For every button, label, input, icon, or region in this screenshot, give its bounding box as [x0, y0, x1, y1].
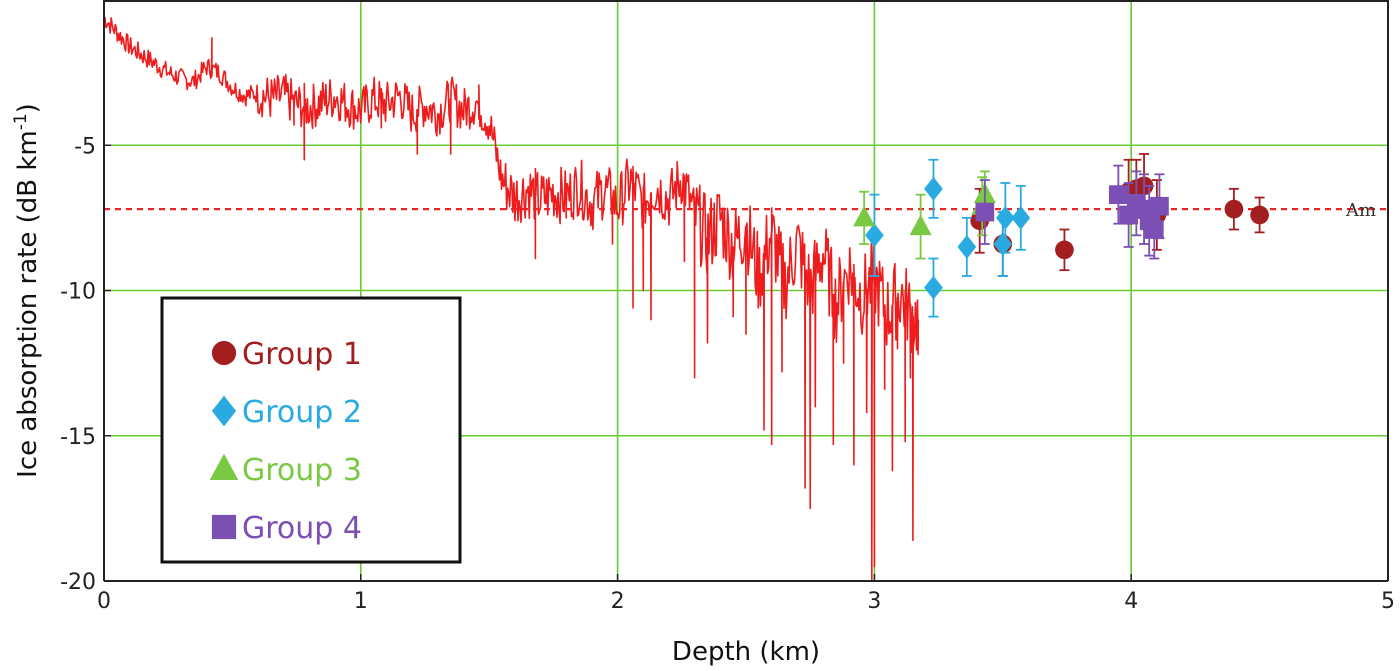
legend-box — [160, 296, 462, 564]
data-point — [1224, 199, 1244, 219]
legend-label: Group 1 — [242, 337, 362, 372]
data-point — [1150, 196, 1169, 216]
legend-marker — [211, 340, 237, 366]
data-point — [909, 214, 932, 236]
x-axis-title: Depth (km) — [672, 637, 820, 667]
y-axis-title-close: ) — [13, 103, 43, 113]
data-point — [975, 202, 995, 222]
reference-line-group: Am — [104, 200, 1388, 221]
legend: Group 1 Group 2 Group 3 Group 4 — [160, 296, 462, 564]
y-tick-label: -20 — [60, 570, 96, 595]
legend-label: Group 3 — [242, 453, 362, 488]
data-point — [1250, 205, 1269, 225]
y-tick-label: -15 — [60, 425, 96, 450]
series-3 — [853, 170, 996, 260]
profile-line — [103, 16, 920, 582]
legend-marker — [209, 453, 239, 480]
data-point — [957, 235, 977, 259]
x-tick-label: 3 — [867, 589, 881, 614]
x-tick-label: 0 — [97, 589, 111, 614]
data-point — [993, 232, 1013, 256]
series-4 — [975, 164, 1169, 260]
y-tick-label: -10 — [60, 280, 96, 305]
y-tick-label: -5 — [74, 134, 96, 159]
x-tick-label: 1 — [354, 589, 368, 614]
x-tick-label: 2 — [611, 589, 625, 614]
legend-marker — [211, 395, 237, 427]
axes: 0 1 2 3 4 5 -5 -10 -15 -20 Depth (km) Ice absorptio… — [11, 0, 1395, 667]
data-point — [1055, 240, 1074, 260]
data-point — [1144, 220, 1164, 239]
reference-line-label: Am — [1345, 200, 1376, 221]
x-tick-label: 5 — [1381, 589, 1395, 614]
x-tick-label: 4 — [1124, 589, 1138, 614]
absorption-profile — [103, 16, 920, 582]
y-axis-title-main: Ice absorption rate (dB km — [13, 130, 43, 478]
data-point — [1011, 205, 1031, 230]
data-point — [924, 275, 943, 300]
y-axis-title: Ice absorption rate (dB km-1) — [11, 103, 43, 478]
data-point — [1109, 185, 1128, 204]
data-point — [853, 205, 876, 227]
data-point — [865, 223, 884, 248]
series-2 — [865, 158, 1031, 318]
data-series — [853, 153, 1269, 318]
legend-label: Group 2 — [242, 395, 362, 430]
legend-label: Group 4 — [242, 511, 362, 546]
y-axis-title-superscript: -1 — [11, 113, 31, 130]
legend-marker — [211, 514, 237, 540]
data-point — [924, 176, 943, 201]
